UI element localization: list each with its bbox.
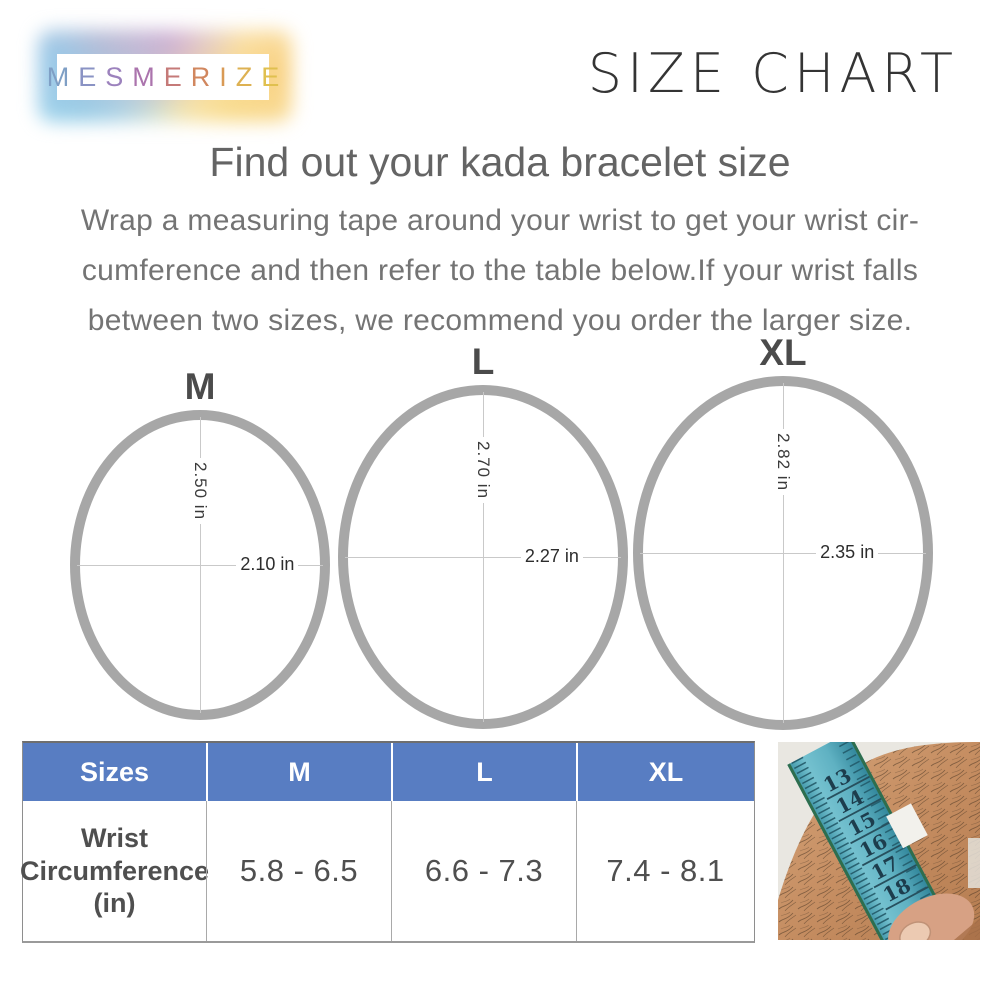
brand-letter: E	[78, 61, 106, 92]
bracelet-diagram-l: L 2.70 in 2.27 in	[338, 343, 628, 729]
brand-letter: Z	[235, 61, 262, 92]
background-strip-right	[968, 838, 980, 888]
vertical-measurement-label: 2.50 in	[189, 457, 211, 524]
brand-logo: MESMERIZE	[38, 30, 292, 122]
brand-letters: MESMERIZE	[38, 61, 289, 92]
vertical-measurement-label: 2.70 in	[472, 437, 494, 504]
brand-letter: M	[132, 61, 164, 92]
bracelet-diagram-m: M 2.50 in 2.10 in	[70, 368, 330, 720]
horizontal-measurement-label: 2.35 in	[816, 542, 879, 564]
bracelet-diagram-xl: XL 2.82 in 2.35 in	[633, 334, 933, 730]
table-row-label: Wrist Circumference (in)	[19, 823, 210, 919]
brand-letter: I	[219, 61, 236, 92]
table-cell: 5.8 - 6.5	[206, 801, 391, 941]
intro-text: Wrap a measuring tape around your wrist …	[80, 204, 920, 337]
vertical-measurement-label: 2.82 in	[772, 429, 794, 496]
brand-letter: E	[163, 61, 191, 92]
horizontal-axis-line	[77, 565, 323, 566]
wrist-measuring-photo: 13 14 15 16 17 18	[778, 742, 980, 940]
table-header-cell: M	[206, 743, 391, 801]
brand-letter: R	[190, 61, 220, 92]
horizontal-axis-line	[640, 553, 926, 554]
brand-letter: M	[46, 61, 79, 92]
brand-letter: E	[261, 61, 289, 92]
table-cell: 6.6 - 7.3	[391, 801, 576, 941]
section-heading: Find out your kada bracelet size	[209, 139, 791, 185]
table-cell: 7.4 - 8.1	[576, 801, 754, 941]
horizontal-measurement-label: 2.27 in	[520, 546, 583, 568]
bracelet-ring: 2.70 in 2.27 in	[338, 385, 628, 729]
circle-size-label: L	[471, 341, 495, 382]
tape-tag	[886, 803, 928, 849]
circle-size-label: M	[184, 366, 216, 407]
table-header-row: Sizes M L XL	[23, 743, 754, 801]
thumb	[888, 893, 975, 940]
logo-box: MESMERIZE	[47, 54, 279, 100]
bracelet-ring: 2.50 in 2.10 in	[70, 410, 330, 720]
table-header-cell: L	[391, 743, 576, 801]
table-header-cell: XL	[576, 743, 754, 801]
brand-letter: S	[105, 61, 133, 92]
table-header-cell: Sizes	[23, 743, 206, 801]
horizontal-axis-line	[345, 557, 621, 558]
size-table: Sizes M L XL Wrist Circumference (in) 5.…	[19, 741, 755, 943]
bracelet-ring: 2.82 in 2.35 in	[633, 376, 933, 730]
finger-shadow	[954, 918, 980, 940]
horizontal-measurement-label: 2.10 in	[236, 554, 299, 576]
table-body-row: Wrist Circumference (in) 5.8 - 6.5 6.6 -…	[19, 801, 754, 941]
circle-size-label: XL	[759, 332, 807, 373]
page-title: SIZE CHART	[587, 42, 958, 105]
